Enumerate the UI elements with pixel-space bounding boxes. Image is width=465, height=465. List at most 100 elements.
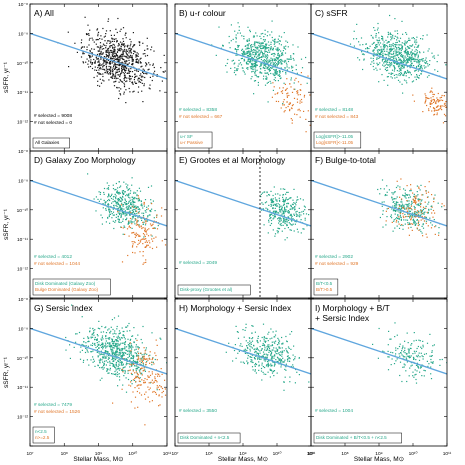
point-not-selected: [147, 376, 149, 378]
point-selected: [408, 210, 410, 212]
point-selected: [273, 52, 275, 55]
point-selected: [146, 37, 148, 39]
point-selected: [274, 45, 276, 47]
point-selected: [102, 52, 104, 54]
point-selected: [116, 346, 118, 348]
point-selected: [406, 59, 409, 61]
scatter-points: [211, 20, 311, 133]
point-selected: [278, 227, 280, 230]
point-selected: [93, 330, 95, 332]
point-selected: [252, 52, 254, 54]
point-not-selected: [291, 105, 293, 107]
point-selected: [393, 65, 395, 67]
point-selected: [119, 79, 121, 81]
point-selected: [267, 333, 269, 335]
point-selected: [248, 55, 250, 58]
point-selected: [288, 219, 290, 221]
point-selected: [99, 73, 101, 75]
point-selected: [232, 38, 234, 40]
point-selected: [129, 188, 131, 190]
point-selected: [405, 62, 407, 64]
point-selected: [113, 354, 116, 356]
point-selected: [123, 348, 125, 350]
point-selected: [284, 61, 286, 63]
point-selected: [124, 60, 126, 62]
point-selected: [253, 35, 255, 37]
point-selected: [134, 218, 136, 220]
point-selected: [113, 347, 115, 349]
point-selected: [252, 36, 255, 38]
point-selected: [112, 341, 114, 343]
point-selected: [116, 352, 118, 354]
point-selected: [384, 50, 386, 52]
point-selected: [234, 48, 236, 50]
point-selected: [124, 346, 126, 348]
point-selected: [102, 68, 104, 70]
point-selected: [249, 51, 251, 53]
point-selected: [284, 376, 286, 378]
point-selected: [267, 209, 269, 211]
point-not-selected: [416, 216, 418, 218]
point-selected: [108, 185, 110, 187]
point-selected: [121, 67, 123, 70]
point-selected: [270, 57, 272, 59]
point-selected: [420, 211, 422, 213]
point-selected: [131, 177, 133, 179]
point-selected: [269, 51, 271, 53]
point-selected: [121, 42, 123, 44]
point-selected: [266, 47, 268, 49]
point-selected: [248, 344, 250, 346]
point-selected: [251, 62, 253, 64]
point-not-selected: [135, 376, 137, 379]
point-selected: [379, 53, 381, 55]
point-selected: [151, 208, 153, 210]
point-selected: [258, 41, 260, 43]
point-selected: [146, 72, 148, 74]
point-not-selected: [309, 94, 311, 96]
point-selected: [425, 57, 427, 59]
point-selected: [419, 202, 421, 204]
point-selected: [274, 334, 277, 336]
point-not-selected: [429, 106, 431, 108]
point-selected: [97, 61, 99, 63]
point-not-selected: [154, 391, 157, 394]
point-selected: [269, 224, 271, 226]
point-selected: [119, 192, 121, 194]
point-not-selected: [142, 370, 144, 372]
point-selected: [122, 367, 124, 369]
point-selected: [411, 56, 413, 58]
point-selected: [133, 207, 135, 209]
point-not-selected: [139, 251, 141, 253]
point-selected: [273, 186, 275, 188]
point-selected: [117, 203, 119, 205]
point-selected: [94, 339, 96, 341]
legend-entry: B/T>0.5: [316, 287, 333, 292]
point-selected: [266, 360, 269, 363]
point-selected: [102, 43, 105, 45]
panel-title: A) All: [34, 8, 54, 18]
point-selected: [109, 62, 111, 64]
point-not-selected: [121, 261, 124, 263]
point-selected: [119, 75, 121, 78]
point-selected: [412, 37, 414, 39]
point-selected: [431, 52, 433, 54]
point-not-selected: [422, 218, 424, 220]
point-selected: [129, 70, 132, 73]
point-selected: [99, 38, 101, 40]
point-selected: [119, 55, 121, 57]
point-selected: [129, 38, 131, 40]
point-selected: [108, 353, 111, 355]
point-selected: [268, 69, 271, 71]
point-selected: [231, 60, 233, 62]
point-not-selected: [151, 358, 153, 361]
point-selected: [408, 59, 410, 61]
point-selected: [112, 55, 114, 57]
point-selected: [119, 186, 121, 188]
point-selected: [254, 53, 256, 56]
point-selected: [403, 58, 405, 61]
point-selected: [104, 203, 106, 205]
point-selected: [401, 48, 403, 50]
point-selected: [392, 201, 394, 203]
point-selected: [136, 354, 138, 356]
point-selected: [286, 210, 288, 212]
